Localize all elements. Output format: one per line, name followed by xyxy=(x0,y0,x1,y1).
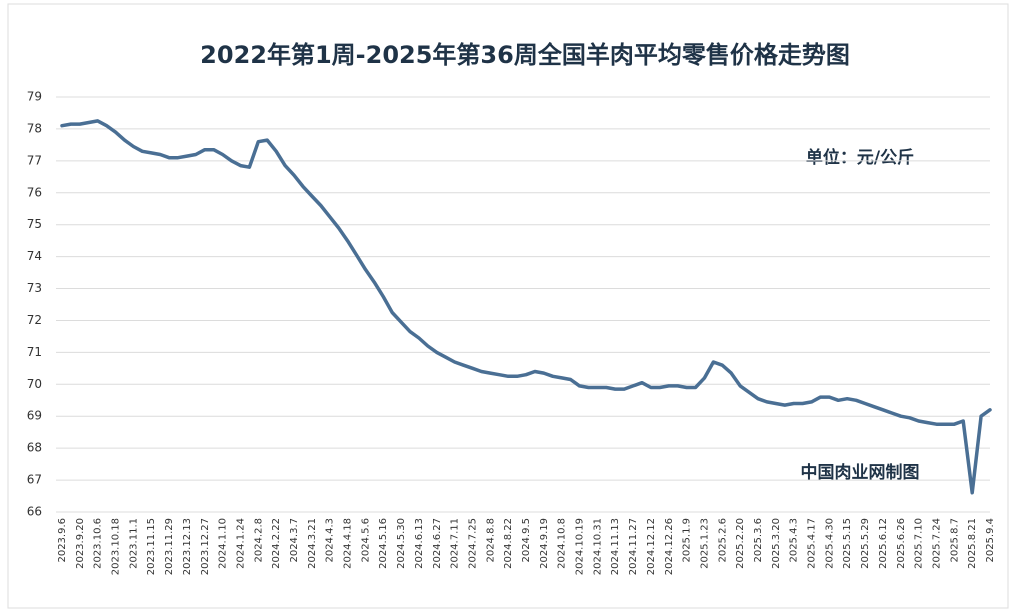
x-tick-label: 2023.11.29 xyxy=(164,518,175,575)
x-tick-label: 2024.6.13 xyxy=(414,518,425,569)
y-tick-label: 74 xyxy=(27,249,42,263)
x-tick-label: 2024.10.8 xyxy=(557,518,568,569)
x-tick-label: 2023.9.6 xyxy=(57,518,68,563)
x-tick-label: 2024.5.6 xyxy=(360,518,371,563)
x-tick-label: 2024.1.10 xyxy=(218,518,229,569)
y-tick-label: 70 xyxy=(27,377,42,391)
x-tick-label: 2025.5.15 xyxy=(842,518,853,569)
x-tick-label: 2024.7.25 xyxy=(467,518,478,569)
x-tick-label: 2025.4.3 xyxy=(789,518,800,563)
x-tick-label: 2025.6.26 xyxy=(896,518,907,569)
y-tick-label: 68 xyxy=(27,441,42,455)
x-tick-label: 2024.11.13 xyxy=(610,518,621,575)
x-tick-label: 2023.11.15 xyxy=(146,518,157,575)
x-tick-label: 2025.5.29 xyxy=(860,518,871,569)
x-tick-label: 2024.3.7 xyxy=(289,518,300,563)
x-tick-label: 2025.9.4 xyxy=(985,518,996,563)
x-tick-label: 2025.4.17 xyxy=(807,518,818,569)
x-tick-label: 2025.1.9 xyxy=(682,518,693,563)
x-tick-label: 2025.1.23 xyxy=(699,518,710,569)
x-tick-label: 2024.2.8 xyxy=(253,518,264,563)
x-tick-label: 2024.4.18 xyxy=(343,518,354,569)
x-tick-label: 2024.9.5 xyxy=(521,518,532,563)
x-tick-label: 2024.5.16 xyxy=(378,518,389,569)
x-tick-label: 2024.7.11 xyxy=(450,518,461,569)
x-tick-label: 2025.2.20 xyxy=(735,518,746,569)
y-tick-label: 69 xyxy=(27,409,42,423)
x-tick-label: 2025.3.6 xyxy=(753,518,764,563)
x-tick-label: 2024.5.30 xyxy=(396,518,407,569)
y-tick-label: 76 xyxy=(27,185,42,199)
y-tick-label: 67 xyxy=(27,473,42,487)
x-tick-label: 2024.2.22 xyxy=(271,518,282,569)
x-tick-label: 2024.1.24 xyxy=(235,518,246,569)
x-tick-label: 2024.6.27 xyxy=(432,518,443,569)
y-tick-label: 78 xyxy=(27,121,42,135)
x-tick-label: 2023.12.27 xyxy=(200,518,211,575)
chart-frame xyxy=(7,3,1009,609)
x-tick-label: 2024.4.3 xyxy=(325,518,336,563)
y-tick-label: 73 xyxy=(27,281,42,295)
x-tick-label: 2023.10.18 xyxy=(111,518,122,575)
x-tick-label: 2024.3.21 xyxy=(307,518,318,569)
x-tick-label: 2025.7.10 xyxy=(914,518,925,569)
y-tick-label: 79 xyxy=(27,90,42,104)
price-line xyxy=(60,119,992,495)
x-tick-label: 2024.9.19 xyxy=(539,518,550,569)
x-tick-label: 2024.12.26 xyxy=(664,518,675,575)
x-tick-label: 2025.8.7 xyxy=(949,518,960,563)
x-tick-label: 2024.8.22 xyxy=(503,518,514,569)
x-tick-label: 2025.6.12 xyxy=(878,518,889,569)
x-tick-label: 2023.10.6 xyxy=(93,518,104,569)
x-tick-label: 2024.11.27 xyxy=(628,518,639,575)
source-note: 中国肉业网制图 xyxy=(801,462,920,483)
x-tick-label: 2025.2.6 xyxy=(717,518,728,563)
y-tick-label: 75 xyxy=(27,217,42,231)
unit-note: 单位：元/公斤 xyxy=(806,147,914,168)
x-tick-label: 2023.11.1 xyxy=(128,518,139,569)
x-tick-label: 2025.8.21 xyxy=(967,518,978,569)
x-tick-label: 2024.10.19 xyxy=(575,518,586,575)
y-tick-label: 72 xyxy=(27,313,42,327)
x-tick-label: 2025.4.30 xyxy=(824,518,835,569)
x-tick-label: 2025.3.20 xyxy=(771,518,782,569)
x-tick-label: 2024.12.12 xyxy=(646,518,657,575)
chart-title: 2022年第1周-2025年第36周全国羊肉平均零售价格走势图 xyxy=(200,41,850,69)
x-tick-label: 2024.8.8 xyxy=(485,518,496,563)
x-tick-label: 2023.12.13 xyxy=(182,518,193,575)
x-tick-label: 2024.10.31 xyxy=(592,518,603,575)
y-tick-label: 77 xyxy=(27,153,42,167)
x-tick-label: 2023.9.20 xyxy=(75,518,86,569)
x-tick-label: 2025.7.24 xyxy=(931,518,942,569)
y-tick-label: 66 xyxy=(27,505,42,519)
y-tick-label: 71 xyxy=(27,345,42,359)
